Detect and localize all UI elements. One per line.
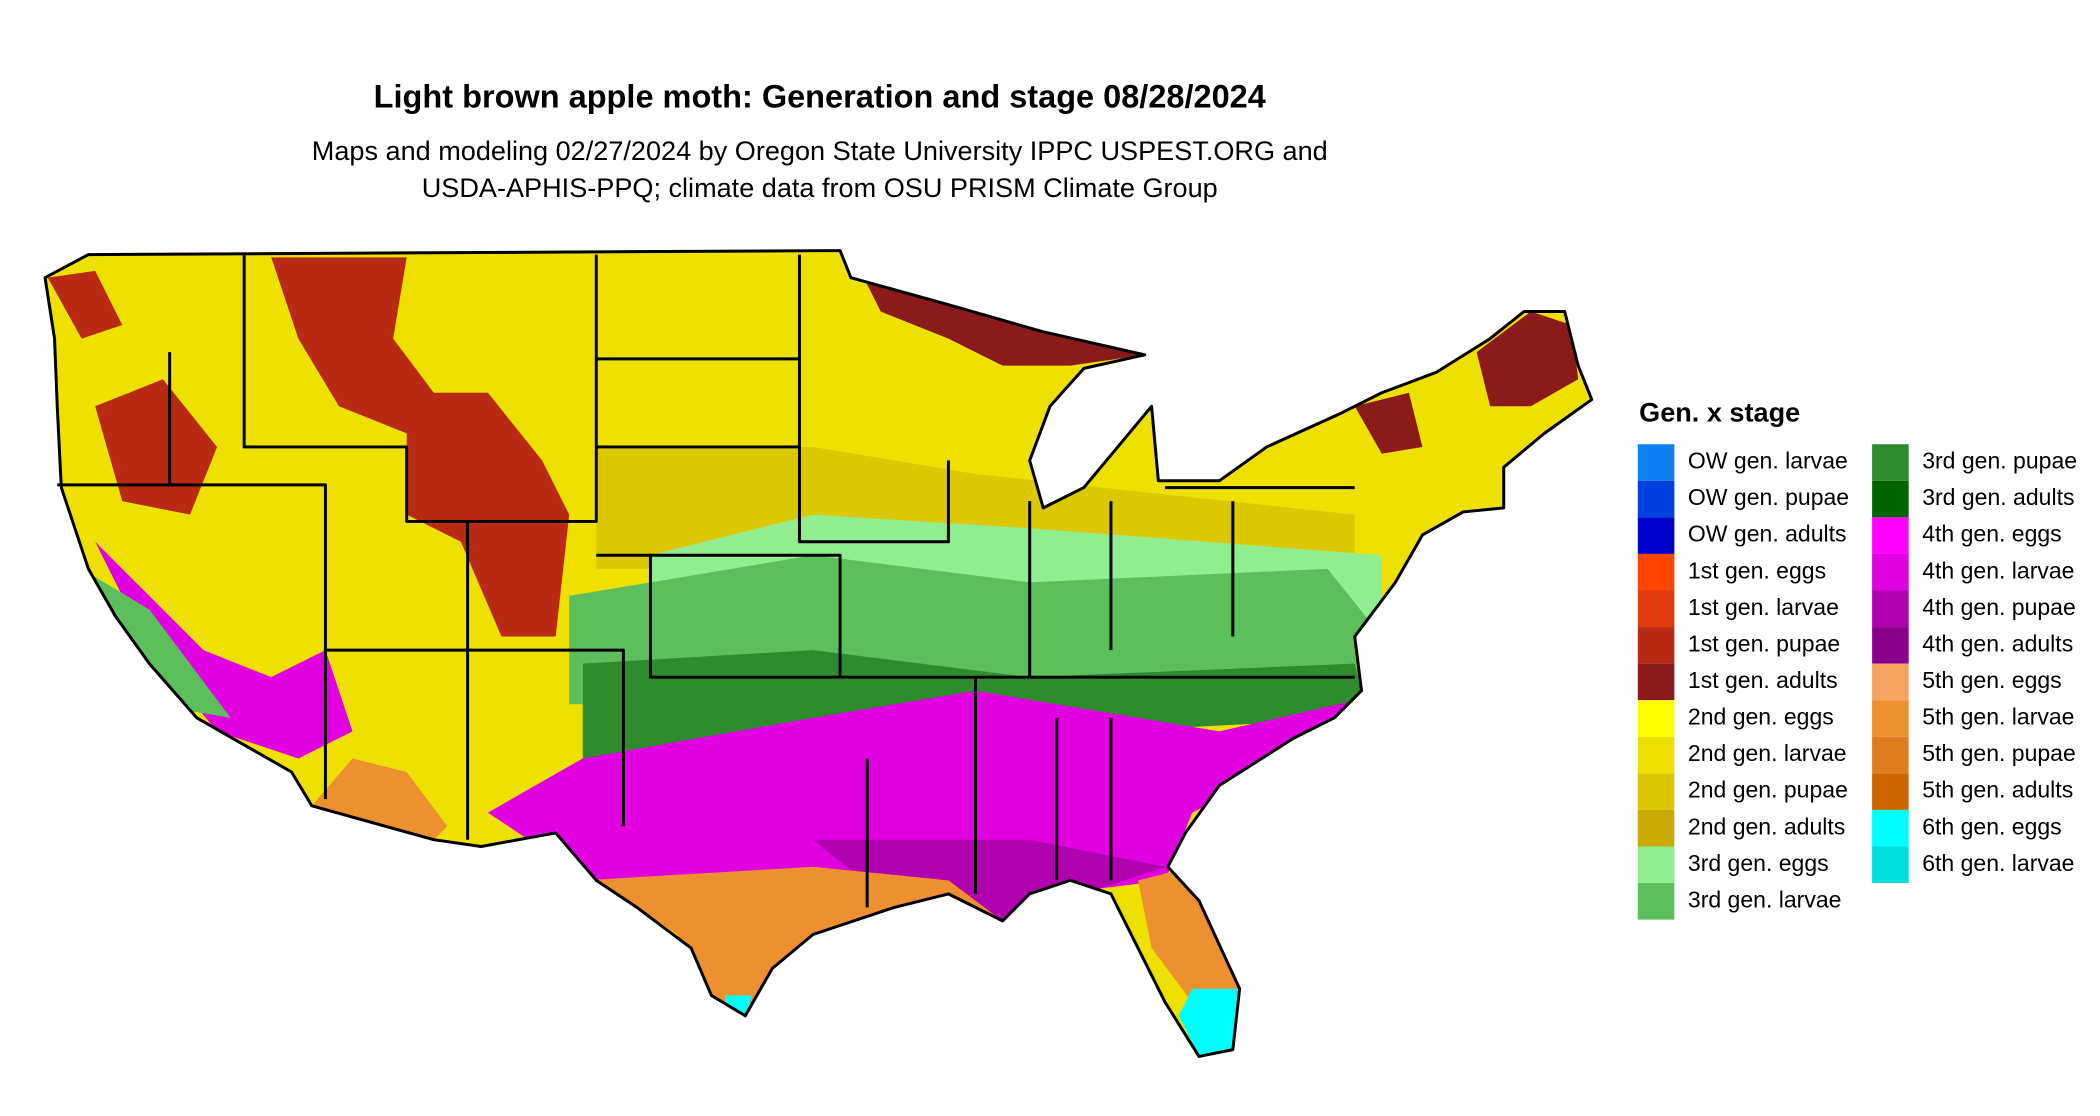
region <box>95 379 218 515</box>
legend-swatch <box>1637 480 1675 518</box>
region <box>81 568 231 718</box>
legend-swatch <box>1872 846 1909 884</box>
legend-swatch <box>1637 590 1675 628</box>
legend-swatch <box>1872 517 1909 554</box>
legend-swatch <box>1872 736 1909 774</box>
state-borders <box>43 249 1594 1058</box>
region <box>1178 988 1240 1057</box>
legend-label: 2nd gen. larvae <box>1688 740 1847 766</box>
region <box>47 270 123 339</box>
legend-swatch <box>1637 700 1675 737</box>
region <box>724 995 753 1019</box>
legend-label: 3rd gen. adults <box>1922 484 2074 510</box>
state-line <box>57 254 1355 908</box>
legend-label: 5th gen. larvae <box>1922 704 2074 730</box>
legend-label: 5th gen. eggs <box>1922 667 2062 693</box>
legend-label: OW gen. adults <box>1688 521 1847 547</box>
legend-label: 3rd gen. eggs <box>1688 850 1829 876</box>
legend-swatch <box>1637 444 1675 481</box>
legend-swatch <box>1872 590 1909 628</box>
legend-swatch <box>1637 736 1675 774</box>
legend-swatch <box>1872 553 1909 591</box>
legend-swatch <box>1872 663 1909 701</box>
legend-label: 1st gen. eggs <box>1688 557 1826 583</box>
region <box>271 257 434 434</box>
legend-title: Gen. x stage <box>1639 397 1800 428</box>
country-border <box>43 249 1594 1058</box>
legend-swatch <box>1637 663 1675 701</box>
region <box>311 758 448 840</box>
legend-label: 2nd gen. eggs <box>1688 704 1834 730</box>
legend-label: 4th gen. adults <box>1922 630 2073 656</box>
legend-label: 3rd gen. larvae <box>1688 886 1842 912</box>
region <box>1138 866 1240 1003</box>
region <box>1476 311 1579 407</box>
legend-label: 6th gen. eggs <box>1922 813 2062 839</box>
legend-label: 5th gen. adults <box>1922 777 2073 803</box>
region <box>406 392 570 637</box>
legend-label: OW gen. larvae <box>1688 448 1848 474</box>
region <box>582 866 1003 1016</box>
legend-swatch <box>1637 883 1675 920</box>
legend: OW gen. larvae OW gen. pupae OW gen. adult… <box>1637 444 2077 920</box>
legend-swatch <box>1872 480 1909 518</box>
subtitle-line: Maps and modeling 02/27/2024 by Oregon S… <box>312 135 1328 166</box>
legend-swatch <box>1637 517 1675 554</box>
region <box>812 839 1166 921</box>
legend-swatch <box>1872 444 1909 481</box>
legend-swatch <box>1637 553 1675 591</box>
legend-label: 1st gen. pupae <box>1688 630 1840 656</box>
legend-swatch <box>1872 809 1909 847</box>
legend-label: 4th gen. larvae <box>1922 557 2074 583</box>
subtitle-line: USDA-APHIS-PPQ; climate data from OSU PR… <box>422 172 1218 203</box>
map-title: Light brown apple moth: Generation and s… <box>374 78 1266 114</box>
legend-swatch <box>1872 773 1909 810</box>
legend-label: 1st gen. adults <box>1688 667 1838 693</box>
legend-label: 2nd gen. adults <box>1688 813 1845 839</box>
legend-label: 1st gen. larvae <box>1688 594 1839 620</box>
region <box>95 541 353 759</box>
legend-label: 4th gen. pupae <box>1922 594 2076 620</box>
region <box>1354 392 1423 454</box>
legend-swatch <box>1872 700 1909 737</box>
legend-swatch <box>1872 627 1909 664</box>
legend-label: 5th gen. pupae <box>1922 740 2076 766</box>
legend-label: 6th gen. larvae <box>1922 850 2074 876</box>
legend-swatch <box>1637 809 1675 847</box>
legend-swatch <box>1637 846 1675 884</box>
legend-swatch <box>1637 773 1675 810</box>
legend-label: 4th gen. eggs <box>1922 521 2062 547</box>
legend-label: 2nd gen. pupae <box>1688 777 1848 803</box>
legend-label: 3rd gen. pupae <box>1922 448 2077 474</box>
legend-label: OW gen. pupae <box>1688 484 1849 510</box>
legend-swatch <box>1637 627 1675 664</box>
